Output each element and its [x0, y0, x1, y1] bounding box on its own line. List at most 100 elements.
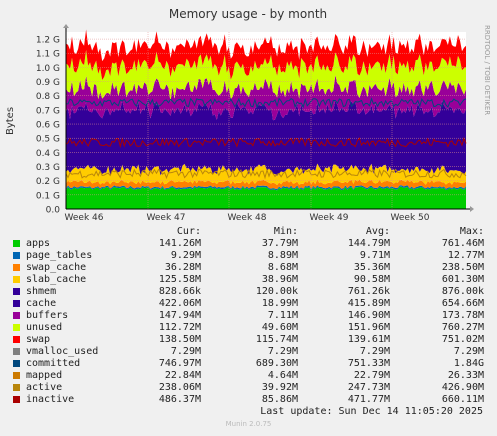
legend-swatch — [13, 336, 20, 343]
legend-label: unused — [26, 322, 63, 333]
y-tick-label: 0.0 — [46, 206, 61, 216]
legend-max-value: 26.33M — [447, 370, 484, 381]
memory-chart: Memory usage - by month Bytes RRDTOOL / … — [5, 7, 491, 223]
x-tick-label: Week 47 — [147, 213, 186, 223]
legend-label: committed — [26, 358, 81, 369]
legend-cur-value: 141.26M — [158, 238, 201, 249]
legend-row-shmem: shmem 828.66k 120.00k 761.26k 876.00k — [0, 286, 497, 298]
legend-cur-value: 36.28M — [164, 262, 201, 273]
line-series — [65, 97, 467, 180]
legend-max-value: 761.46M — [441, 238, 484, 249]
legend-min-value: 8.68M — [267, 262, 298, 273]
legend-min-value: 85.86M — [261, 394, 298, 405]
legend-min-value: 37.79M — [261, 238, 298, 249]
legend-avg-value: 146.90M — [347, 310, 390, 321]
legend-avg-value: 7.29M — [359, 346, 390, 357]
legend-row-swap: swap 138.50M 115.74M 139.61M 751.02M — [0, 334, 497, 346]
legend-row-slab_cache: slab_cache 125.58M 38.96M 90.58M 601.30M — [0, 274, 497, 286]
legend-min-value: 18.99M — [261, 298, 298, 309]
y-tick-label: 0.3 G — [36, 163, 60, 173]
legend-avg-value: 144.79M — [347, 238, 390, 249]
legend-max-value: 238.50M — [441, 262, 484, 273]
legend-min-value: 7.11M — [267, 310, 298, 321]
header-cur: Cur: — [176, 226, 201, 237]
legend-min-value: 120.00k — [255, 286, 298, 297]
legend-cur-value: 746.97M — [158, 358, 201, 369]
legend-cur-value: 9.29M — [170, 250, 201, 261]
area-page_tables — [66, 185, 466, 191]
legend-label: shmem — [26, 286, 57, 297]
legend-label: apps — [26, 238, 51, 249]
y-tick-label: 0.2 G — [36, 177, 60, 187]
legend-max-value: 876.00k — [441, 286, 484, 297]
legend-swatch — [13, 384, 20, 391]
legend-label: buffers — [26, 310, 69, 321]
legend-cur-value: 22.84M — [164, 370, 201, 381]
legend-row-inactive: inactive 486.37M 85.86M 471.77M 660.11M — [0, 394, 497, 406]
legend-min-value: 4.64M — [267, 370, 298, 381]
legend-avg-value: 415.89M — [347, 298, 390, 309]
legend-min-value: 8.89M — [267, 250, 298, 261]
legend-swatch — [13, 240, 20, 247]
y-tick-label: 1.0 G — [36, 64, 60, 74]
area-unused — [66, 49, 466, 102]
line-committed — [66, 97, 467, 109]
y-tick-label: 0.9 G — [36, 78, 60, 88]
y-tick-label: 0.8 G — [36, 92, 60, 102]
area-apps — [66, 186, 466, 209]
y-axis-label: Bytes — [5, 107, 16, 135]
legend-min-value: 38.96M — [261, 274, 298, 285]
legend-swatch — [13, 372, 20, 379]
legend-cur-value: 486.37M — [158, 394, 201, 405]
legend-swatch — [13, 264, 20, 271]
y-tick-label: 0.7 G — [36, 106, 60, 116]
legend-max-value: 426.90M — [441, 382, 484, 393]
legend-row-apps: apps 141.26M 37.79M 144.79M 761.46M — [0, 238, 497, 250]
legend-swatch — [13, 360, 20, 367]
legend-row-vmalloc_used: vmalloc_used 7.29M 7.29M 7.29M 7.29M — [0, 346, 497, 358]
legend-avg-value: 139.61M — [347, 334, 390, 345]
legend-avg-value: 90.58M — [353, 274, 390, 285]
legend-min-value: 689.30M — [255, 358, 298, 369]
legend-min-value: 39.92M — [261, 382, 298, 393]
y-tick-label: 0.5 G — [36, 135, 60, 145]
legend-avg-value: 471.77M — [347, 394, 390, 405]
legend-max-value: 654.66M — [441, 298, 484, 309]
legend-max-value: 173.78M — [441, 310, 484, 321]
legend-min-value: 49.60M — [261, 322, 298, 333]
legend-cur-value: 147.94M — [158, 310, 201, 321]
legend-swatch — [13, 348, 20, 355]
x-tick-label: Week 50 — [391, 213, 430, 223]
legend-label: slab_cache — [26, 274, 87, 285]
legend-cur-value: 238.06M — [158, 382, 201, 393]
legend-max-value: 660.11M — [441, 394, 484, 405]
legend-swatch — [13, 324, 20, 331]
legend-swatch — [13, 300, 20, 307]
stacked-areas — [66, 29, 466, 209]
legend-row-buffers: buffers 147.94M 7.11M 146.90M 173.78M — [0, 310, 497, 322]
legend-cur-value: 112.72M — [158, 322, 201, 333]
area-swap_cache — [66, 179, 466, 189]
legend-max-value: 7.29M — [453, 346, 484, 357]
legend-row-page_tables: page_tables 9.29M 8.89M 9.71M 12.77M — [0, 250, 497, 262]
y-tick-label: 0.6 G — [36, 121, 60, 131]
legend-max-value: 751.02M — [441, 334, 484, 345]
legend-max-value: 760.27M — [441, 322, 484, 333]
legend-min-value: 7.29M — [267, 346, 298, 357]
legend-avg-value: 247.73M — [347, 382, 390, 393]
chart-title: Memory usage - by month — [169, 7, 327, 21]
legend-swatch — [13, 252, 20, 259]
legend-row-cache: cache 422.06M 18.99M 415.89M 654.66M — [0, 298, 497, 310]
legend-max-value: 12.77M — [447, 250, 484, 261]
x-axis-arrow — [470, 206, 474, 212]
y-axis-arrow — [63, 24, 69, 28]
munin-version: Munin 2.0.75 — [225, 420, 272, 428]
last-update: Last update: Sun Dec 14 11:05:20 2025 — [260, 406, 483, 417]
x-tick-label: Week 48 — [228, 213, 267, 223]
y-tick-label: 0.1 G — [36, 191, 60, 201]
legend-swatch — [13, 276, 20, 283]
area-buffers — [66, 75, 466, 121]
y-tick-label: 1.1 G — [36, 50, 60, 60]
legend-swatch — [13, 312, 20, 319]
legend-cur-value: 422.06M — [158, 298, 201, 309]
